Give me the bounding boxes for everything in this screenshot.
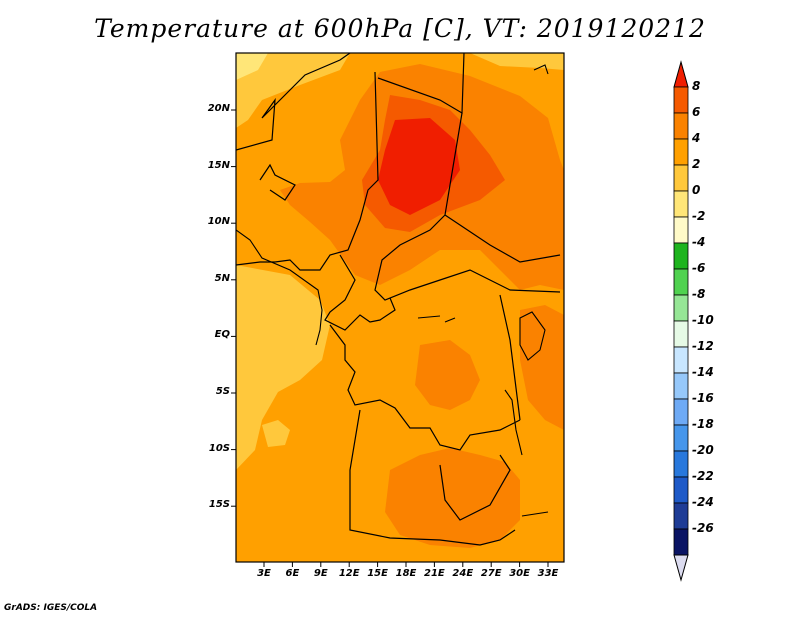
colorbar-label: 2 <box>692 157 701 171</box>
contour-0-to-2-north-strip <box>236 53 268 80</box>
lon-label: 21E <box>424 568 445 579</box>
colorbar-label: -26 <box>692 521 714 535</box>
lon-label: 24E <box>452 568 474 579</box>
lat-label: 20N <box>207 103 230 114</box>
colorbar-label: 8 <box>692 79 701 93</box>
colorbar-box <box>673 450 689 478</box>
contour-0-to-2-northeast <box>470 53 564 70</box>
lat-label: 5S <box>215 386 230 397</box>
contour-0-to-2-west <box>236 265 330 470</box>
lat-label: 5N <box>214 272 230 284</box>
colorbar-label: -16 <box>692 391 714 405</box>
footer-credit: GrADS: IGES/COLA <box>4 603 98 613</box>
colorbar-box <box>673 346 689 374</box>
colorbar-label: -18 <box>692 417 714 431</box>
colorbar-box <box>673 164 689 192</box>
colorbar-box <box>673 372 689 400</box>
lon-label: 30E <box>509 568 530 579</box>
colorbar-box <box>673 502 689 530</box>
lon-label: 33E <box>537 568 559 579</box>
contour-6-to-8-core <box>378 118 460 215</box>
colorbar-label: 0 <box>692 183 701 197</box>
coastlines <box>236 64 549 517</box>
contour-4-to-6-south <box>385 448 520 548</box>
colorbar-label: 6 <box>692 105 701 119</box>
colorbar-box <box>673 86 689 114</box>
colorbar-bottom-arrow <box>673 554 689 582</box>
lon-label: 6E <box>285 568 300 579</box>
colorbar-box <box>673 476 689 504</box>
contour-4-to-6-central <box>415 340 480 410</box>
lat-label: 10N <box>207 216 230 228</box>
colorbar-box <box>673 216 689 244</box>
lon-ticks <box>263 562 549 567</box>
colorbar-box <box>673 138 689 166</box>
colorbar-label: -4 <box>692 235 706 249</box>
colorbar-label: -6 <box>692 261 706 275</box>
colorbar-box <box>673 424 689 452</box>
country-borders <box>236 53 561 546</box>
colorbar-box <box>673 528 689 556</box>
colorbar-label: -10 <box>692 313 714 327</box>
lon-label: 3E <box>257 568 271 579</box>
colorbar-label: -24 <box>692 495 714 509</box>
colorbar-box <box>673 398 689 426</box>
lon-label: 18E <box>395 568 417 579</box>
lat-label: 15N <box>207 159 230 171</box>
colorbar-label: -12 <box>692 339 714 353</box>
colorbar-box <box>673 268 689 296</box>
lat-ticks <box>231 109 236 507</box>
lat-label: EQ <box>214 329 230 341</box>
colorbar-box <box>673 294 689 322</box>
colorbar-label: -20 <box>692 443 714 457</box>
colorbar <box>673 60 689 582</box>
colorbar-label: -2 <box>692 209 706 223</box>
colorbar-label: -14 <box>692 365 714 379</box>
colorbar-box <box>673 190 689 218</box>
colorbar-label: -22 <box>692 469 714 483</box>
colorbar-label: 4 <box>692 131 701 145</box>
colorbar-label: -8 <box>692 287 706 301</box>
contour-4-to-6-east <box>520 305 564 430</box>
lon-label: 12E <box>338 568 360 579</box>
contour-2-to-4-west-blob <box>262 420 290 447</box>
map-frame <box>235 52 565 563</box>
colorbar-box <box>673 112 689 140</box>
lon-label: 15E <box>367 568 388 579</box>
lat-label: 15S <box>208 499 230 511</box>
lon-label: 9E <box>313 568 328 579</box>
lon-label: 27E <box>480 568 502 579</box>
colorbar-box <box>673 320 689 348</box>
colorbar-box <box>673 242 689 270</box>
contour-0-to-2-northwest <box>236 53 350 128</box>
colorbar-top-arrow <box>673 60 689 88</box>
lat-label: 10S <box>208 442 230 454</box>
temperature-map <box>236 53 564 562</box>
map-title: Temperature at 600hPa [C], VT: 201912021… <box>94 14 706 43</box>
